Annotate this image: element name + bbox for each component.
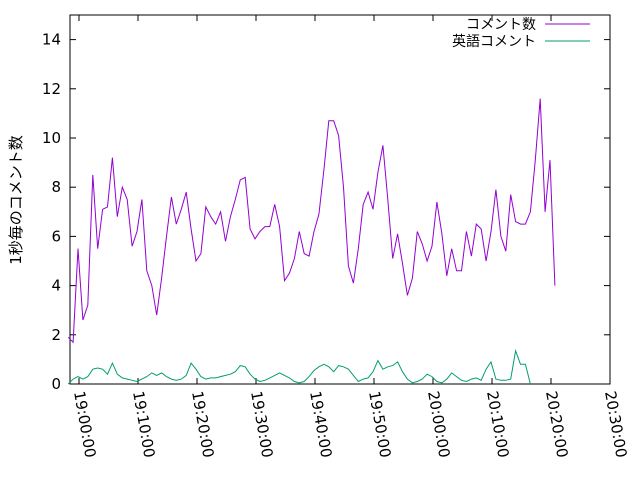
legend-label-1: 英語コメント: [452, 33, 536, 50]
x-tick-label: 19:40:00: [306, 390, 335, 459]
x-tick-label: 20:00:00: [424, 390, 453, 459]
y-tick-label: 4: [51, 277, 61, 295]
x-tick-label: 19:20:00: [188, 390, 217, 459]
y-axis: 0 2 4 6 8 10 12 14: [42, 31, 610, 393]
y-tick-label: 10: [42, 129, 61, 147]
x-tick-label: 19:30:00: [247, 390, 276, 459]
y-tick-label: 8: [51, 178, 61, 196]
y-tick-label: 2: [51, 326, 61, 344]
x-tick-label: 20:10:00: [483, 390, 512, 459]
x-tick-label: 19:10:00: [129, 390, 158, 459]
series-layer: [67, 98, 556, 385]
y-tick-label: 6: [51, 227, 61, 245]
y-tick-label: 12: [42, 80, 61, 98]
x-tick-label: 19:00:00: [70, 390, 99, 459]
x-axis: 19:00:00 19:10:00 19:20:00 19:30:00 19:40:00…: [70, 15, 630, 459]
x-tick-label: 19:50:00: [365, 390, 394, 459]
plot-area-frame: [69, 14, 611, 385]
legend-label-0: コメント数: [466, 17, 536, 33]
x-tick-label: 20:30:00: [601, 390, 630, 459]
x-tick-label: 20:20:00: [542, 390, 571, 459]
y-axis-title: 1秒毎のコメント数: [7, 135, 25, 265]
series-line-0: [67, 98, 556, 344]
y-tick-label: 14: [42, 31, 61, 49]
series-line-1: [67, 348, 531, 385]
y-tick-label: 0: [51, 375, 61, 393]
